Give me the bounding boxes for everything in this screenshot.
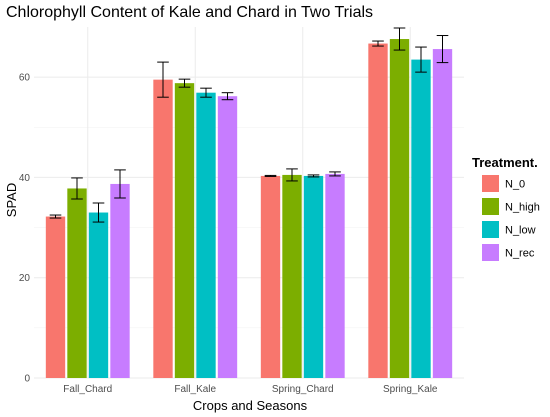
error-bar-N_low-Fall_Kale [200, 87, 212, 98]
legend-key-N_rec [482, 244, 499, 261]
error-bar-N_low-Spring_Chard [307, 174, 320, 178]
legend-key-N_high [482, 198, 499, 215]
error-bar-N_high-Spring_Chard [286, 168, 298, 182]
error-bar-N_rec-Fall_Chard [114, 169, 126, 199]
legend-label-N_0: N_0 [505, 179, 525, 191]
bar-N_low-Fall_Kale [196, 92, 216, 379]
y-tick-label: 40 [19, 173, 31, 184]
bar-N_high-Spring_Chard [282, 174, 302, 378]
legend-key-N_0 [482, 175, 499, 192]
legend-key-N_low [482, 221, 499, 238]
error-bar-N_rec-Spring_Chard [329, 171, 341, 177]
error-bar-N_high-Spring_Kale [393, 27, 406, 51]
bar-N_low-Spring_Kale [411, 59, 431, 378]
x-tick-label: Spring_Kale [383, 384, 438, 395]
legend: Treatment. N_0 N_high N_low N_rec [472, 155, 540, 261]
x-tick-label: Spring_Chard [272, 384, 334, 395]
bar-N_0-Fall_Kale [153, 79, 173, 379]
bar-N_0-Spring_Chard [260, 175, 281, 378]
bar-N_high-Spring_Kale [389, 39, 410, 378]
bar-N_rec-Fall_Chard [110, 183, 130, 378]
y-tick-label: 20 [19, 273, 31, 284]
bar-N_0-Fall_Chard [45, 216, 66, 378]
error-bar-N_0-Spring_Chard [264, 174, 277, 177]
error-bar-N_low-Fall_Chard [92, 202, 105, 223]
error-bars [49, 27, 449, 223]
y-tick-label: 60 [19, 73, 31, 84]
bars [45, 39, 453, 379]
y-tick-label: 0 [24, 374, 30, 385]
legend-label-N_low: N_low [505, 225, 536, 237]
error-bar-N_0-Fall_Chard [49, 214, 62, 219]
x-tick-label: Fall_Kale [174, 384, 216, 395]
x-axis-ticks: Fall_Chard Fall_Kale Spring_Chard Spring_Ka… [63, 384, 438, 395]
error-bar-N_0-Fall_Kale [157, 61, 169, 98]
bar-N_low-Spring_Chard [303, 175, 324, 378]
error-bar-N_high-Fall_Kale [178, 78, 191, 88]
bar-N_high-Fall_Chard [67, 188, 87, 378]
x-tick-label: Fall_Chard [63, 384, 112, 395]
legend-label-N_high: N_high [505, 202, 540, 214]
bar-N_rec-Fall_Kale [217, 96, 238, 378]
error-bar-N_rec-Spring_Kale [436, 35, 449, 64]
y-axis-title: SPAD [4, 183, 19, 217]
legend-title: Treatment. [472, 155, 538, 170]
bar-N_low-Fall_Chard [88, 212, 109, 378]
bar-N_0-Spring_Kale [368, 43, 388, 378]
x-axis-title: Crops and Seasons [193, 398, 308, 413]
error-bar-N_high-Fall_Chard [71, 177, 83, 200]
error-bar-N_0-Spring_Kale [372, 40, 384, 47]
error-bar-N_low-Spring_Kale [415, 46, 427, 73]
chart-title: Chlorophyll Content of Kale and Chard in… [6, 4, 373, 21]
error-bar-N_rec-Fall_Kale [221, 92, 234, 101]
y-axis-ticks: 0 20 40 60 [19, 73, 31, 385]
bar-N_high-Fall_Kale [174, 83, 195, 378]
legend-label-N_rec: N_rec [505, 248, 535, 260]
bar-N_rec-Spring_Chard [325, 173, 345, 378]
bar-N_rec-Spring_Kale [432, 49, 453, 378]
